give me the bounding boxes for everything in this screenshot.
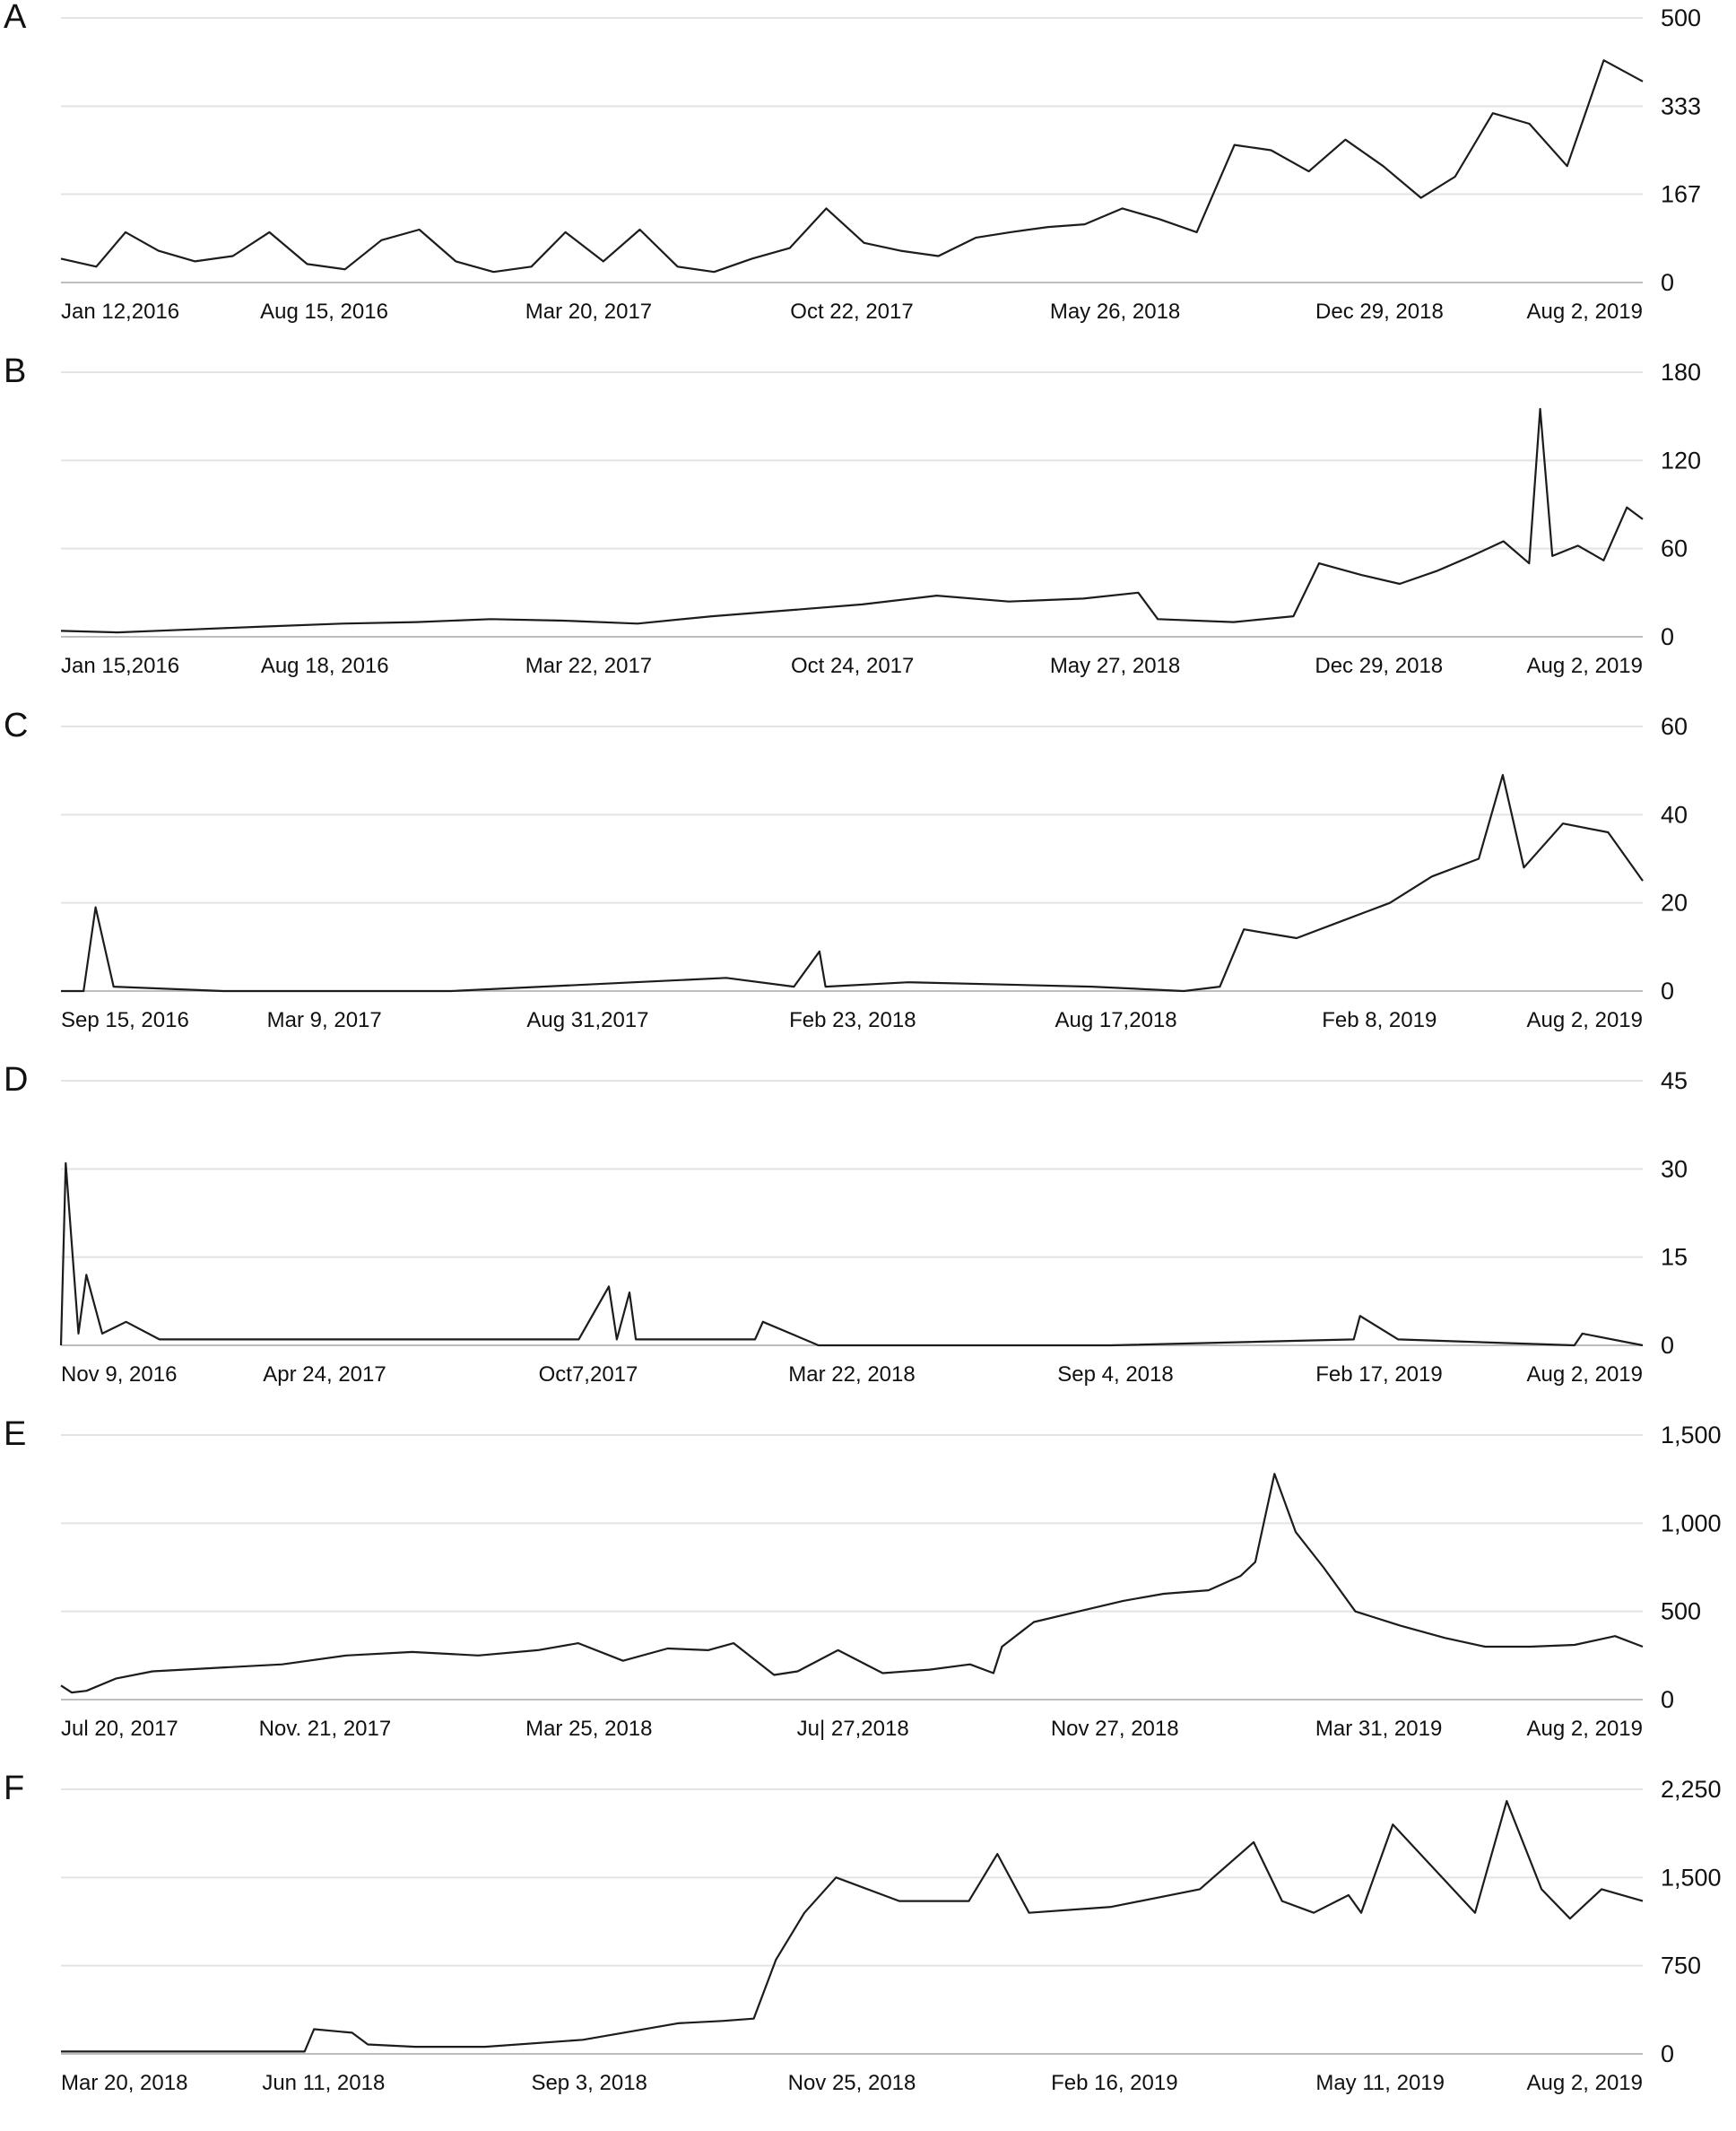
x-tick-label-e-6: Aug 2, 2019 (1527, 1717, 1643, 1741)
y-tick-label-b-0: 0 (1661, 623, 1674, 650)
x-tick-label-f-3: Nov 25, 2018 (788, 2071, 916, 2095)
x-tick-label-f-5: May 11, 2019 (1315, 2071, 1445, 2095)
panel-d-label: D (4, 1061, 29, 1099)
y-tick-label-c-3: 60 (1661, 713, 1688, 740)
panel-c: C 0 20 40 60 Sep 15, 2016 Mar 9, 2017 Aug 31,2… (0, 709, 1736, 1063)
x-tick-label-d-2: Oct7,2017 (539, 1362, 638, 1387)
y-tick-label-b-3: 180 (1661, 359, 1701, 386)
x-tick-label-a-0: Jan 12,2016 (61, 300, 179, 324)
x-tick-label-a-1: Aug 15, 2016 (260, 300, 388, 324)
panel-a-label: A (4, 0, 27, 36)
x-tick-label-d-6: Aug 2, 2019 (1527, 1362, 1643, 1387)
x-tick-label-b-5: Dec 29, 2018 (1315, 654, 1443, 678)
x-tick-label-d-3: Mar 22, 2018 (788, 1362, 915, 1387)
series-line-c-0 (61, 773, 1644, 993)
series-line-e-0 (60, 1473, 1644, 1694)
y-tick-label-d-1: 15 (1661, 1244, 1688, 1271)
chart-a: 0 167 333 500 Jan 12,2016 Aug 15, 2016 Mar 20,… (60, 4, 1701, 324)
y-tick-label-f-2: 1,500 (1661, 1864, 1722, 1891)
y-tick-label-f-3: 2,250 (1661, 1776, 1722, 1803)
y-tick-label-b-1: 60 (1661, 535, 1688, 562)
chart-e: 0 500 1,000 1,500 Jul 20, 2017 Nov. 21, 2017 M… (60, 1422, 1722, 1741)
x-tick-label-c-2: Aug 31,2017 (526, 1008, 648, 1032)
x-tick-label-d-1: Apr 24, 2017 (263, 1362, 386, 1387)
x-tick-label-e-2: Mar 25, 2018 (525, 1717, 652, 1741)
panel-e-label: E (4, 1415, 27, 1453)
x-tick-label-f-4: Feb 16, 2019 (1051, 2071, 1177, 2095)
x-tick-label-e-3: Ju| 27,2018 (797, 1717, 909, 1741)
x-tick-label-f-6: Aug 2, 2019 (1527, 2071, 1643, 2095)
x-tick-label-e-4: Nov 27, 2018 (1051, 1717, 1179, 1741)
x-tick-label-b-0: Jan 15,2016 (61, 654, 179, 678)
x-tick-label-c-4: Aug 17,2018 (1055, 1008, 1176, 1032)
panel-c-label: C (4, 707, 29, 744)
series-line-d-0 (59, 1161, 1644, 1347)
y-tick-label-a-0: 0 (1661, 269, 1674, 296)
y-tick-label-c-1: 20 (1661, 890, 1688, 917)
series-line-b-0 (60, 407, 1644, 634)
x-tick-label-a-3: Oct 22, 2017 (790, 300, 913, 324)
x-tick-label-b-4: May 27, 2018 (1050, 654, 1180, 678)
panel-b: B 0 60 120 180 Jan 15,2016 Aug 18, 2016 Mar 22… (0, 354, 1736, 709)
y-tick-label-a-3: 500 (1661, 4, 1701, 31)
chart-f: 0 750 1,500 2,250 Mar 20, 2018 Jun 11, 2018 Se… (61, 1776, 1722, 2095)
panel-e: E 0 500 1,000 1,500 Jul 20, 2017 Nov. 21, 201… (0, 1417, 1736, 1771)
series-line-a-0 (60, 59, 1644, 274)
x-tick-label-d-0: Nov 9, 2016 (61, 1362, 177, 1387)
chart-b: 0 60 120 180 Jan 15,2016 Aug 18, 2016 Mar 22, … (60, 359, 1701, 678)
y-tick-label-b-2: 120 (1661, 447, 1701, 474)
x-tick-label-d-4: Sep 4, 2018 (1057, 1362, 1173, 1387)
y-tick-label-c-0: 0 (1661, 978, 1674, 1005)
y-tick-label-e-3: 1,500 (1661, 1422, 1722, 1448)
x-tick-label-c-6: Aug 2, 2019 (1527, 1008, 1643, 1032)
panel-d: D 0 15 30 45 Nov 9, 2016 Apr 24, 2017 Oct7,201… (0, 1063, 1736, 1417)
x-tick-label-f-2: Sep 3, 2018 (531, 2071, 647, 2095)
panel-b-label: B (4, 352, 27, 390)
y-tick-label-c-2: 40 (1661, 801, 1688, 828)
x-tick-label-b-6: Aug 2, 2019 (1527, 654, 1643, 678)
y-tick-label-f-0: 0 (1661, 2040, 1674, 2067)
y-tick-label-d-3: 45 (1661, 1067, 1688, 1094)
x-tick-label-a-5: Dec 29, 2018 (1315, 300, 1444, 324)
x-tick-label-c-1: Mar 9, 2017 (267, 1008, 382, 1032)
x-tick-label-a-6: Aug 2, 2019 (1527, 300, 1643, 324)
series-line-f-0 (61, 1799, 1644, 2053)
x-tick-label-b-2: Mar 22, 2017 (525, 654, 652, 678)
x-tick-label-e-0: Jul 20, 2017 (61, 1717, 178, 1741)
panel-f-label: F (4, 1770, 25, 1807)
y-tick-label-d-2: 30 (1661, 1155, 1688, 1182)
y-tick-label-a-2: 333 (1661, 93, 1701, 120)
x-tick-label-b-3: Oct 24, 2017 (791, 654, 914, 678)
x-tick-label-a-2: Mar 20, 2017 (525, 300, 652, 324)
y-tick-label-e-1: 500 (1661, 1598, 1701, 1625)
x-tick-label-e-5: Mar 31, 2019 (1315, 1717, 1442, 1741)
x-tick-label-e-1: Nov. 21, 2017 (259, 1717, 392, 1741)
x-tick-label-c-5: Feb 8, 2019 (1322, 1008, 1437, 1032)
panel-f: F 0 750 1,500 2,250 Mar 20, 2018 Jun 11, 2018… (0, 1771, 1736, 2126)
x-tick-label-f-1: Jun 11, 2018 (262, 2071, 385, 2095)
y-tick-label-f-1: 750 (1661, 1953, 1701, 1979)
y-tick-label-e-0: 0 (1661, 1686, 1674, 1713)
x-tick-label-d-5: Feb 17, 2019 (1315, 1362, 1442, 1387)
x-tick-label-c-0: Sep 15, 2016 (61, 1008, 189, 1032)
y-tick-label-d-0: 0 (1661, 1332, 1674, 1359)
x-tick-label-a-4: May 26, 2018 (1050, 300, 1180, 324)
y-tick-label-e-2: 1,000 (1661, 1509, 1722, 1536)
chart-d: 0 15 30 45 Nov 9, 2016 Apr 24, 2017 Oct7,2017 M… (59, 1067, 1688, 1387)
y-tick-label-a-1: 167 (1661, 180, 1701, 207)
x-tick-label-c-3: Feb 23, 2018 (789, 1008, 916, 1032)
x-tick-label-f-0: Mar 20, 2018 (61, 2071, 187, 2095)
x-tick-label-b-1: Aug 18, 2016 (261, 654, 389, 678)
chart-c: 0 20 40 60 Sep 15, 2016 Mar 9, 2017 Aug 31,201… (61, 713, 1688, 1032)
panel-a: A 0 167 333 500 Jan 12,2016 Aug 15, 2016 Mar 2… (0, 0, 1736, 354)
